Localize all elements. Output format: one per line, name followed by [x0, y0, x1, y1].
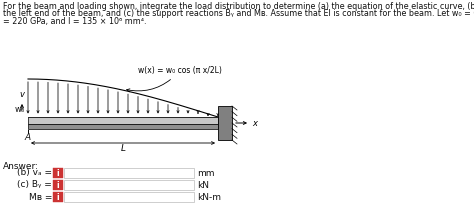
Text: Mʙ =: Mʙ =: [28, 193, 52, 201]
Bar: [28, 117, 218, 124]
Text: w(x) = w₀ cos (π x/2L): w(x) = w₀ cos (π x/2L): [127, 66, 222, 92]
Text: A: A: [25, 133, 31, 142]
FancyBboxPatch shape: [53, 168, 63, 178]
FancyBboxPatch shape: [53, 192, 63, 202]
Bar: [28, 124, 218, 129]
Text: B: B: [222, 133, 228, 142]
Text: (b) vₐ =: (b) vₐ =: [17, 168, 52, 178]
FancyBboxPatch shape: [64, 168, 194, 178]
Text: kN-m: kN-m: [197, 193, 221, 201]
FancyBboxPatch shape: [64, 192, 194, 202]
Text: i: i: [57, 168, 59, 178]
Text: Answer:: Answer:: [3, 162, 39, 171]
Bar: [218, 106, 232, 140]
FancyBboxPatch shape: [64, 180, 194, 190]
Text: mm: mm: [197, 168, 215, 178]
Text: (c) Bᵧ =: (c) Bᵧ =: [17, 180, 52, 189]
Text: L: L: [120, 144, 126, 153]
Text: i: i: [57, 193, 59, 201]
Text: kN: kN: [197, 180, 209, 189]
Text: i: i: [57, 180, 59, 189]
Text: v: v: [19, 90, 25, 99]
Text: For the beam and loading shown, integrate the load distribution to determine (a): For the beam and loading shown, integrat…: [3, 2, 474, 11]
Text: = 220 GPa, and I = 135 × 10⁶ mm⁴.: = 220 GPa, and I = 135 × 10⁶ mm⁴.: [3, 17, 146, 26]
Text: x: x: [252, 118, 257, 127]
Text: the left end of the beam, and (c) the support reactions Bᵧ and Mʙ. Assume that E: the left end of the beam, and (c) the su…: [3, 9, 474, 18]
FancyBboxPatch shape: [53, 180, 63, 190]
Text: w₀: w₀: [15, 105, 25, 114]
